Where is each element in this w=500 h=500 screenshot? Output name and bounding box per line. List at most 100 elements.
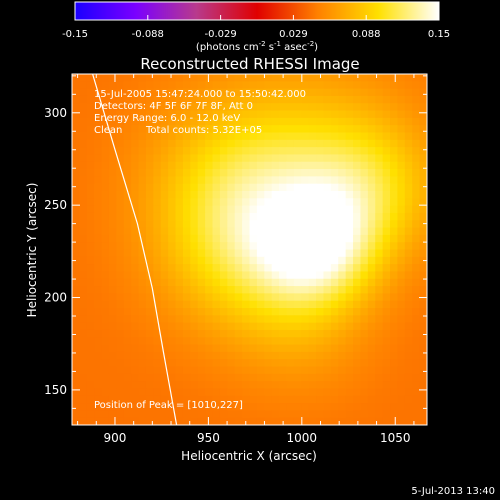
- heatmap-cell: [138, 322, 147, 331]
- heatmap-cell: [205, 395, 214, 404]
- heatmap-cell: [256, 212, 265, 221]
- heatmap-cell: [182, 183, 191, 192]
- heatmap-cell: [338, 81, 347, 90]
- heatmap-cell: [419, 95, 427, 104]
- heatmap-cell: [271, 351, 280, 360]
- heatmap-cell: [205, 329, 214, 338]
- heatmap-cell: [94, 403, 103, 411]
- heatmap-cell: [316, 191, 325, 199]
- x-tick-label: 900: [104, 431, 127, 445]
- heatmap-cell: [323, 351, 332, 360]
- heatmap-cell: [271, 169, 280, 177]
- heatmap-cell: [279, 373, 288, 382]
- heatmap-cell: [123, 176, 132, 185]
- heatmap-cell: [360, 278, 369, 287]
- heatmap-cell: [138, 117, 147, 126]
- heatmap-cell: [286, 74, 295, 82]
- heatmap-cell: [390, 286, 399, 294]
- heatmap-cell: [138, 337, 147, 346]
- heatmap-cell: [271, 417, 280, 425]
- heatmap-cell: [249, 344, 258, 353]
- heatmap-cell: [72, 366, 80, 375]
- heatmap-cell: [160, 315, 169, 324]
- heatmap-cell: [375, 161, 384, 170]
- heatmap-cell: [108, 373, 117, 382]
- heatmap-cell: [249, 234, 258, 243]
- heatmap-cell: [190, 169, 199, 177]
- heatmap-cell: [345, 125, 354, 134]
- heatmap-cell: [316, 278, 325, 287]
- heatmap-cell: [271, 81, 280, 90]
- heatmap-cell: [345, 132, 354, 141]
- heatmap-cell: [338, 74, 347, 82]
- heatmap-cell: [382, 125, 391, 134]
- heatmap-cell: [308, 286, 317, 294]
- heatmap-cell: [264, 249, 273, 258]
- heatmap-cell: [168, 264, 177, 273]
- heatmap-cell: [219, 198, 228, 207]
- heatmap-cell: [375, 147, 384, 156]
- heatmap-cell: [375, 264, 384, 273]
- heatmap-cell: [219, 161, 228, 170]
- heatmap-cell: [397, 81, 406, 90]
- heatmap-cell: [382, 227, 391, 236]
- heatmap-cell: [94, 81, 103, 90]
- heatmap-cell: [242, 329, 251, 338]
- heatmap-cell: [182, 417, 191, 425]
- heatmap-cell: [94, 410, 103, 419]
- heatmap-cell: [382, 176, 391, 185]
- heatmap-cell: [390, 351, 399, 360]
- heatmap-cell: [160, 329, 169, 338]
- heatmap-cell: [382, 344, 391, 353]
- heatmap-cell: [182, 74, 191, 82]
- heatmap-cell: [308, 359, 317, 368]
- heatmap-cell: [249, 388, 258, 397]
- heatmap-cell: [190, 88, 199, 97]
- heatmap-cell: [279, 139, 288, 148]
- heatmap-cell: [182, 322, 191, 331]
- heatmap-cell: [242, 139, 251, 148]
- heatmap-cell: [123, 293, 132, 302]
- heatmap-cell: [367, 191, 376, 199]
- heatmap-cell: [123, 300, 132, 309]
- heatmap-cell: [101, 300, 110, 309]
- heatmap-cell: [197, 220, 206, 229]
- heatmap-cell: [404, 308, 413, 316]
- heatmap-cell: [375, 169, 384, 177]
- heatmap-cell: [308, 110, 317, 119]
- heatmap-cell: [227, 154, 236, 163]
- heatmap-cell: [256, 205, 265, 214]
- heatmap-cell: [72, 234, 80, 243]
- heatmap-cell: [219, 125, 228, 134]
- heatmap-cell: [108, 388, 117, 397]
- heatmap-cell: [397, 249, 406, 258]
- heatmap-cell: [279, 161, 288, 170]
- heatmap-cell: [182, 198, 191, 207]
- heatmap-cell: [116, 315, 125, 324]
- heatmap-cell: [175, 234, 184, 243]
- heatmap-cell: [271, 234, 280, 243]
- heatmap-cell: [175, 176, 184, 185]
- heatmap-cell: [382, 198, 391, 207]
- heatmap-cell: [264, 395, 273, 404]
- heatmap-cell: [323, 410, 332, 419]
- heatmap-cell: [293, 293, 302, 302]
- heatmap-cell: [138, 205, 147, 214]
- heatmap-cell: [108, 300, 117, 309]
- heatmap-cell: [271, 410, 280, 419]
- heatmap-cell: [131, 110, 140, 119]
- chart-title: Reconstructed RHESSI Image: [140, 55, 359, 73]
- heatmap-cell: [168, 117, 177, 126]
- heatmap-cell: [301, 351, 310, 360]
- heatmap-cell: [323, 169, 332, 177]
- heatmap-cell: [353, 417, 362, 425]
- heatmap-cell: [345, 278, 354, 287]
- heatmap-cell: [390, 315, 399, 324]
- heatmap-cell: [360, 293, 369, 302]
- heatmap-cell: [412, 315, 421, 324]
- heatmap-cell: [419, 373, 427, 382]
- heatmap-cell: [190, 139, 199, 148]
- heatmap-cell: [234, 395, 243, 404]
- heatmap-cell: [293, 81, 302, 90]
- heatmap-cell: [101, 183, 110, 192]
